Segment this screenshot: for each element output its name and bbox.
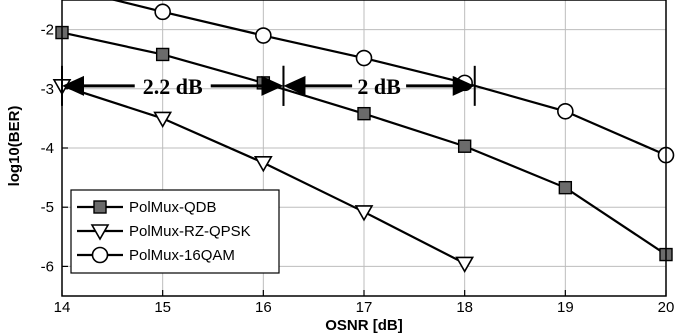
arrow-head: [62, 75, 84, 96]
data-point: [558, 180, 573, 195]
legend-marker: [91, 246, 109, 264]
data-point: [155, 47, 170, 62]
legend-label: PolMux-RZ-QPSK: [129, 223, 251, 240]
x-tick-label: 15: [154, 299, 171, 316]
x-tick-label: 16: [255, 299, 272, 316]
legend-marker: [90, 224, 110, 241]
y-tick-label: -4: [41, 140, 54, 157]
dimension-arrow: 2.2 dB: [61, 65, 285, 106]
data-point: [455, 256, 475, 274]
plot-frame: [61, 0, 667, 297]
legend-item: PolMux-QDB: [77, 199, 217, 216]
y-tick-label: -5: [41, 199, 54, 216]
data-point: [354, 205, 374, 222]
legend: PolMux-QDB PolMux-RZ-QPSK PolMux-16QAM: [70, 189, 280, 274]
legend-label: PolMux-16QAM: [129, 247, 235, 264]
data-point: [457, 139, 472, 153]
x-tick-label: 20: [658, 299, 675, 316]
y-axis-label: log10(BER): [6, 106, 23, 187]
arrow-head: [283, 75, 306, 96]
data-point: [557, 102, 574, 120]
y-tick-label: -6: [41, 258, 54, 275]
y-tick-label: -3: [41, 81, 54, 98]
arrow-head: [452, 75, 475, 96]
tick-labels: 14 15 16 17 18 19 20 -2 -3 -4 -5 -6: [41, 22, 675, 316]
legend-item: PolMux-16QAM: [77, 246, 235, 264]
x-axis-label: OSNR [dB]: [325, 317, 403, 334]
data-point: [253, 156, 273, 173]
data-point: [355, 49, 373, 67]
data-point: [357, 106, 371, 121]
x-tick-label: 17: [356, 299, 373, 316]
legend-marker: [93, 200, 107, 214]
legend-label: PolMux-QDB: [129, 199, 217, 216]
data-point: [153, 111, 173, 129]
data-point: [154, 3, 171, 21]
annotations: 2.2 dB 2 dB: [61, 65, 476, 106]
x-tick-label: 19: [557, 299, 574, 316]
x-tick-label: 18: [456, 299, 473, 316]
x-tick-label: 14: [54, 299, 71, 316]
annotation-label: 2.2 dB: [143, 74, 203, 99]
dimension-arrow: 2 dB: [282, 65, 476, 106]
y-tick-label: -2: [41, 22, 54, 39]
data-point: [255, 27, 272, 44]
arrow-head: [261, 75, 284, 96]
legend-item: PolMux-RZ-QPSK: [77, 223, 251, 241]
annotation-label: 2 dB: [357, 74, 401, 99]
